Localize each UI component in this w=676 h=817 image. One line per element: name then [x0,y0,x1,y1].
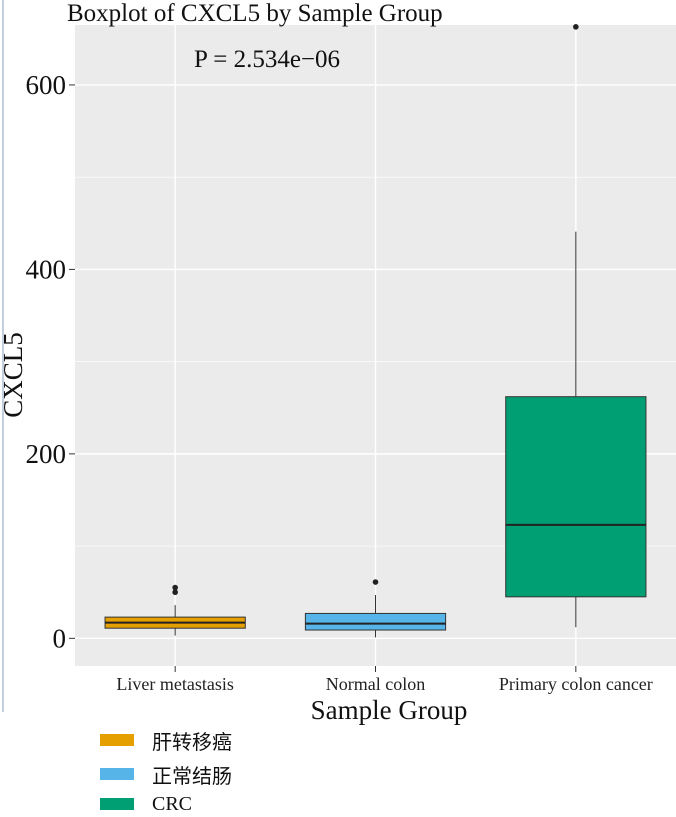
box [505,396,647,598]
chart-title: Boxplot of CXCL5 by Sample Group [67,0,443,27]
outlier-point [372,579,379,585]
boxes-layer [104,24,647,638]
x-tick-label: Liver metastasis [116,674,233,694]
y-axis-title: CXCL5 [0,332,28,418]
legend-swatch-normal [100,768,134,780]
y-tick-label: 0 [53,623,67,653]
legend-label-normal: 正常结肠 [152,763,232,788]
y-tick-label: 400 [26,254,67,284]
legend-swatch-liver [100,734,134,746]
x-axis-title: Sample Group [311,695,468,725]
y-tick-label: 600 [26,70,67,100]
legend-item-normal: 正常结肠 [100,761,232,788]
legend-swatch-crc [100,798,134,810]
x-tick-label: Normal colon [326,674,425,694]
y-axis: 0 200 400 600 [26,70,75,653]
legend-item-liver: 肝转移癌 [100,727,232,754]
legend-label-liver: 肝转移癌 [152,729,232,754]
outlier-point [172,584,178,591]
outlier-point [573,24,579,30]
y-tick-label: 200 [26,439,67,469]
p-value-annotation: P = 2.534e−06 [194,46,340,73]
legend-item-crc: CRC [100,791,192,817]
x-tick-label: Primary colon cancer [499,674,653,694]
outlier-point [172,589,178,596]
box [304,612,447,631]
legend-label-crc: CRC [152,792,193,815]
x-axis: Liver metastasis Normal colon Primary colo… [116,666,653,694]
